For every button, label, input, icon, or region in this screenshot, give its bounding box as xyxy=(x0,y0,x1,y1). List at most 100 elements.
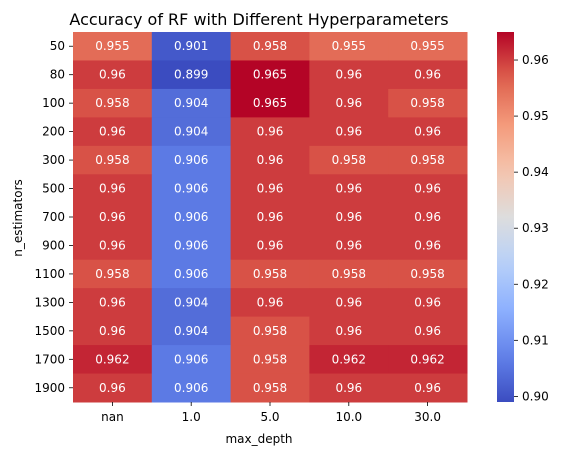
cell-value-label: 0.96 xyxy=(335,238,362,252)
heatmap-cell xyxy=(388,316,468,346)
heatmap-cell xyxy=(388,117,468,147)
heatmap-cell xyxy=(230,145,310,175)
cell-value-label: 0.904 xyxy=(174,324,208,338)
heatmap-cell xyxy=(151,202,232,232)
heatmap-cell xyxy=(230,288,310,318)
x-tick-label: 5.0 xyxy=(260,410,279,424)
heatmap-cell xyxy=(151,32,232,61)
cell-value-label: 0.906 xyxy=(174,381,208,395)
heatmap-cell xyxy=(309,259,389,289)
heatmap-cell xyxy=(309,32,389,61)
cell-value-label: 0.901 xyxy=(174,39,208,53)
heatmap-cell xyxy=(230,117,310,147)
heatmap-cell xyxy=(309,117,389,147)
heatmap-cell xyxy=(309,202,389,232)
heatmap-cell xyxy=(309,145,389,175)
heatmap-cell xyxy=(230,202,310,232)
colorbar-ticks: 0.90 0.91 0.92 0.93 0.94 0.95 0.96 xyxy=(514,53,549,403)
cell-value-label: 0.906 xyxy=(174,210,208,224)
y-tick-label: 50 xyxy=(50,39,65,53)
heatmap-cell xyxy=(73,60,153,90)
y-tick-label: 700 xyxy=(42,210,65,224)
y-tick-label: 1900 xyxy=(34,381,65,395)
cell-value-label: 0.899 xyxy=(174,68,208,82)
heatmap-cell xyxy=(388,202,468,232)
x-tick-label: 30.0 xyxy=(414,410,441,424)
x-tick-label: 10.0 xyxy=(335,410,362,424)
y-tick-label: 300 xyxy=(42,153,65,167)
heatmap-cell xyxy=(73,231,153,261)
cell-value-label: 0.958 xyxy=(410,96,444,110)
cell-value-label: 0.96 xyxy=(335,381,362,395)
heatmap-cell xyxy=(230,60,310,90)
heatmap-cell xyxy=(309,60,389,90)
cell-value-label: 0.958 xyxy=(410,267,444,281)
heatmap-cell xyxy=(73,32,153,61)
x-tick-label: nan xyxy=(101,410,124,424)
cell-value-label: 0.96 xyxy=(335,96,362,110)
cell-value-label: 0.958 xyxy=(253,324,287,338)
cell-value-label: 0.962 xyxy=(332,352,366,366)
y-tick-label: 200 xyxy=(42,125,65,139)
heatmap-cell xyxy=(73,174,153,204)
cell-value-label: 0.958 xyxy=(95,153,129,167)
cell-value-label: 0.965 xyxy=(253,96,287,110)
heatmap-cell xyxy=(151,174,232,204)
heatmap-cell xyxy=(230,32,310,61)
heatmap-cell xyxy=(388,288,468,318)
heatmap-cell xyxy=(309,231,389,261)
y-tick-label: 80 xyxy=(50,68,65,82)
cell-value-label: 0.96 xyxy=(335,68,362,82)
heatmap-cell xyxy=(151,288,232,318)
heatmap-cell xyxy=(73,88,153,118)
cell-value-label: 0.96 xyxy=(414,381,441,395)
cell-value-label: 0.906 xyxy=(174,267,208,281)
cell-value-label: 0.96 xyxy=(99,381,126,395)
y-tick-label: 1700 xyxy=(34,352,65,366)
cell-value-label: 0.958 xyxy=(95,267,129,281)
cell-value-label: 0.962 xyxy=(410,352,444,366)
heatmap-cell xyxy=(309,288,389,318)
heatmap-cell xyxy=(151,88,232,118)
cell-value-label: 0.906 xyxy=(174,153,208,167)
y-tick-label: 500 xyxy=(42,182,65,196)
heatmap-cell xyxy=(309,373,389,403)
cell-value-label: 0.96 xyxy=(257,210,284,224)
cell-value-label: 0.955 xyxy=(95,39,129,53)
heatmap-cell xyxy=(73,345,153,375)
heatmap-cell xyxy=(388,231,468,261)
heatmap-cell xyxy=(73,373,153,403)
cell-value-label: 0.958 xyxy=(95,96,129,110)
cell-value-label: 0.906 xyxy=(174,352,208,366)
heatmap-cell xyxy=(73,288,153,318)
cell-value-label: 0.96 xyxy=(257,295,284,309)
cell-value-label: 0.96 xyxy=(414,68,441,82)
heatmap-cell xyxy=(73,316,153,346)
heatmap-cell xyxy=(388,174,468,204)
heatmap-cell xyxy=(230,316,310,346)
heatmap-cell xyxy=(73,145,153,175)
heatmap-cell xyxy=(388,259,468,289)
heatmap-cell xyxy=(309,174,389,204)
colorbar-tick-label: 0.90 xyxy=(522,389,549,403)
heatmap-cell xyxy=(230,174,310,204)
cell-value-label: 0.96 xyxy=(414,238,441,252)
cell-value-label: 0.96 xyxy=(99,210,126,224)
cell-value-label: 0.958 xyxy=(332,267,366,281)
heatmap-cell xyxy=(230,259,310,289)
y-tick-label: 100 xyxy=(42,96,65,110)
colorbar-tick-label: 0.93 xyxy=(522,221,549,235)
cell-value-label: 0.958 xyxy=(410,153,444,167)
cell-value-label: 0.906 xyxy=(174,238,208,252)
heatmap-cell xyxy=(151,117,232,147)
heatmap-cell xyxy=(388,345,468,375)
heatmap-cell xyxy=(151,60,232,90)
heatmap-cell xyxy=(151,231,232,261)
cell-value-label: 0.96 xyxy=(99,182,126,196)
cell-value-label: 0.96 xyxy=(335,295,362,309)
cell-value-label: 0.958 xyxy=(332,153,366,167)
colorbar-tick-label: 0.94 xyxy=(522,165,549,179)
cell-value-label: 0.96 xyxy=(414,125,441,139)
cell-value-label: 0.955 xyxy=(410,39,444,53)
